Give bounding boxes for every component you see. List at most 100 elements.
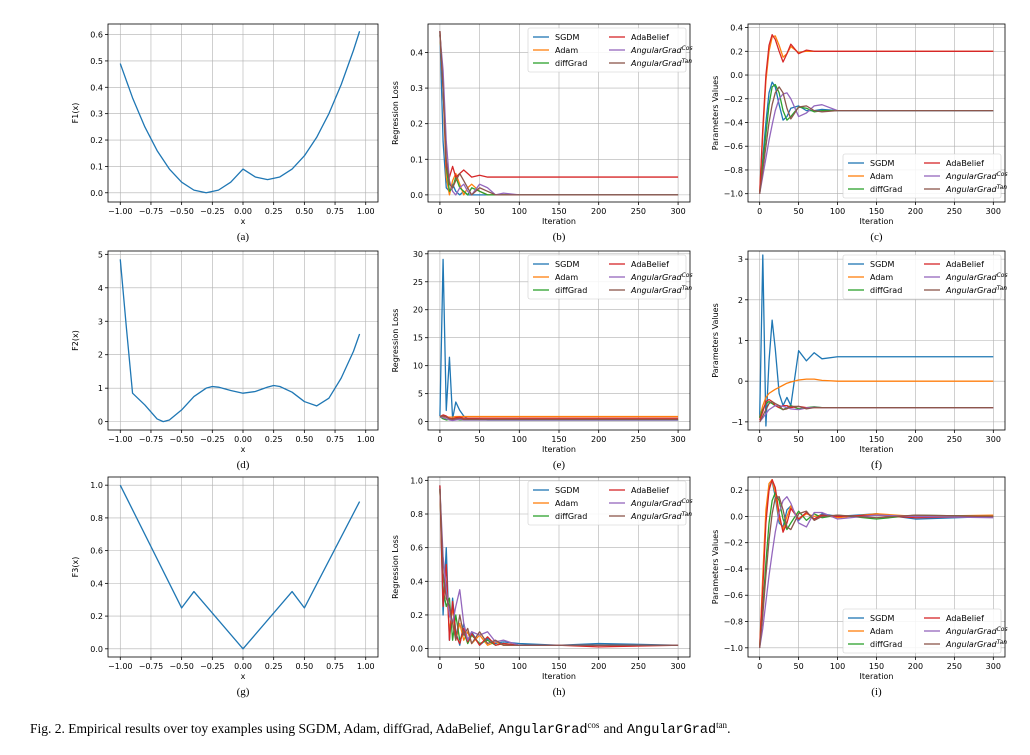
y-tick-label: 3 [98,317,103,326]
x-tick-label: 300 [670,662,685,671]
legend-name: diffGrad [870,640,902,649]
y-tick-label: −0.8 [724,166,743,175]
y-tick-label: 1 [738,337,743,346]
x-tick-label: 50 [794,435,804,444]
panel: 0 50 100 150 200 250 300 0.0 0.2 0.4 0.6 0.8 1.0 Iter… [391,476,693,698]
legend-sup: Tan [682,58,693,65]
legend-label: AngularGradTan [630,511,692,521]
y-tick-label: 0.8 [410,510,423,519]
x-tick-label: 50 [794,207,804,216]
legend-label: AdaBelief [946,159,984,168]
x-tick-label: 50 [475,662,485,671]
legend-label: AdaBelief [946,260,984,269]
y-axis-label: Parameters Values [711,76,720,150]
legend-box [842,254,1002,300]
x-tick-label: 200 [591,435,606,444]
x-tick-label: 0.75 [326,435,344,444]
series-line [439,415,679,418]
legend-label: AngularGradCos [630,498,693,508]
caption-text: Fig. 2. Empirical results over toy examp… [30,721,494,736]
y-tick-label: −0.4 [724,118,743,127]
x-axis-label: Iteration [542,217,576,226]
legend-label: AngularGradTan [945,285,1007,295]
legend-name: AngularGrad [945,172,997,181]
y-axis-label: F2(x) [71,330,80,351]
x-axis-label: Iteration [860,445,894,454]
y-tick-label: 0.6 [90,547,103,556]
x-tick-label: 200 [591,207,606,216]
series-line [759,496,994,648]
x-tick-label: 250 [947,207,962,216]
panel: 0 50 100 150 200 250 300 0 5 10 15 20 25 30 Iteration R… [391,250,693,471]
legend-name: AdaBelief [631,260,669,269]
legend-label: AngularGradTan [630,285,692,295]
x-tick-label: 250 [947,662,962,671]
panel-caption: (i) [871,686,882,698]
y-tick-label: 0.2 [90,136,103,145]
series-line [119,31,361,194]
series-line [119,484,361,650]
legend-name: AdaBelief [946,260,984,269]
y-tick-label: 0.2 [730,486,743,495]
x-tick-label: 0.75 [326,662,344,671]
panel: 0 50 100 150 200 250 300 −1.0 −0.8 −0.6 −0.4 −0.2 0.… [711,476,1008,698]
y-axis-label: Regression Loss [391,535,400,599]
x-tick-label: 300 [670,207,685,216]
plot-frame [747,250,1006,431]
plot-frame [427,476,691,658]
y-tick-label: −0.4 [724,565,743,574]
x-tick-label: 150 [869,435,884,444]
legend-name: AngularGrad [630,499,682,508]
y-tick-label: −0.8 [724,618,743,627]
legend-sup: Cos [997,626,1008,633]
x-tick-label: −0.25 [200,662,225,671]
panel-caption: (f) [871,459,882,471]
x-tick-label: −1.00 [108,207,133,216]
y-tick-label: 0.4 [90,83,103,92]
y-tick-label: 0.2 [730,47,743,56]
legend-sup: Cos [682,498,693,505]
y-tick-label: −0.2 [724,95,743,104]
x-tick-label: 150 [551,662,566,671]
x-tick-label: 1.00 [357,662,375,671]
y-tick-label: −0.6 [724,591,743,600]
legend-label: Adam [870,273,893,282]
x-tick-label: 0.50 [295,435,313,444]
y-tick-label: 2 [738,296,743,305]
y-tick-label: 1.0 [410,476,423,485]
series-line [759,378,994,418]
x-tick-label: 300 [986,435,1001,444]
series-line [759,478,994,648]
x-tick-label: 250 [947,435,962,444]
y-tick-label: 0.3 [90,110,103,119]
legend-label: AdaBelief [946,614,984,623]
x-axis-label: x [241,217,246,226]
x-tick-label: 0.25 [265,207,283,216]
x-tick-label: 0 [757,662,762,671]
caption-sup: cos [587,720,599,730]
x-tick-label: 150 [551,207,566,216]
x-tick-label: 50 [794,662,804,671]
legend-name: AngularGrad [945,273,997,282]
legend-name: diffGrad [555,512,587,521]
y-axis-label: Regression Loss [391,81,400,145]
legend-label: Adam [870,627,893,636]
y-tick-label: 4 [98,284,103,293]
legend-box [842,153,1002,199]
x-tick-label: −0.75 [139,435,164,444]
x-tick-label: 0.00 [234,435,252,444]
legend-name: Adam [555,499,578,508]
y-tick-label: 0.0 [410,645,423,654]
legend-name: AngularGrad [945,640,997,649]
series-line [759,86,994,194]
legend-sup: Cos [682,45,693,52]
legend-sup: Tan [997,285,1008,292]
y-tick-label: 30 [413,250,423,259]
legend-label: diffGrad [870,640,902,649]
y-axis-label: Parameters Values [711,303,720,377]
y-tick-label: 1.0 [90,481,103,490]
legend-name: diffGrad [870,185,902,194]
x-tick-label: 300 [986,662,1001,671]
x-tick-label: 0 [757,207,762,216]
legend-name: Adam [555,273,578,282]
